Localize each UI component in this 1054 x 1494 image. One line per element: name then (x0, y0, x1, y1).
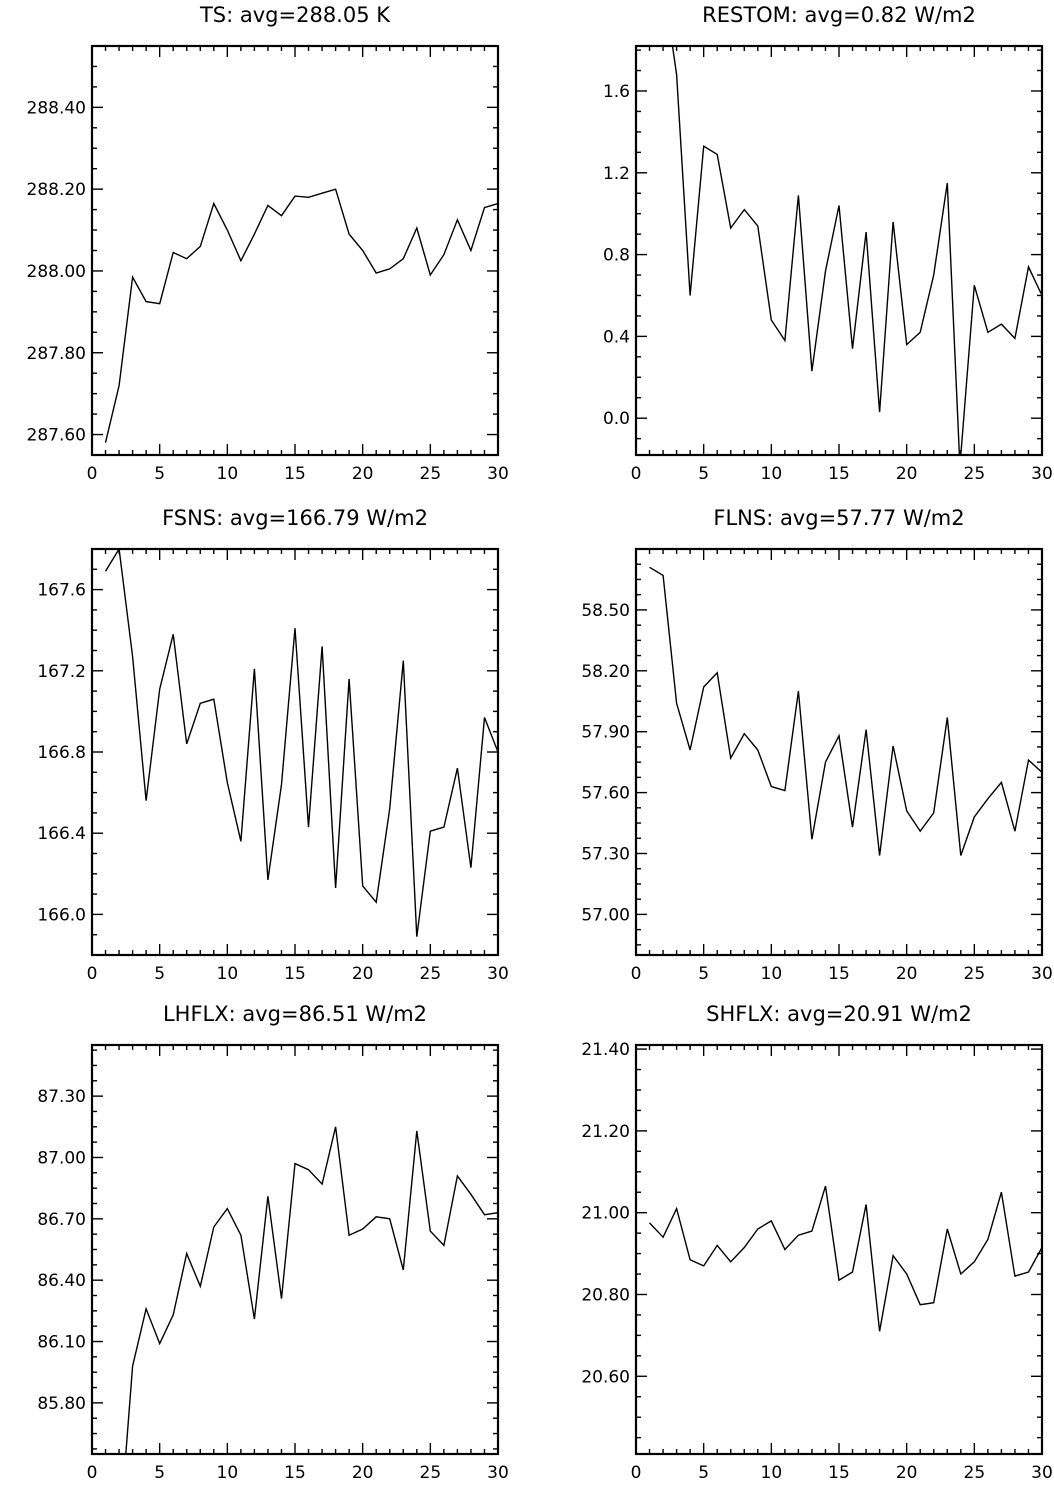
x-tick-label: 0 (631, 964, 642, 984)
x-tick-label: 10 (217, 464, 239, 484)
y-tick-label: 167.6 (37, 581, 86, 601)
y-tick-label: 86.70 (37, 1210, 86, 1230)
series-line (104, 549, 498, 937)
chart-title: RESTOM: avg=0.82 W/m2 (702, 3, 976, 27)
y-tick-label: 20.80 (581, 1285, 630, 1305)
y-tick-label: 21.40 (581, 1040, 630, 1060)
chart-title: SHFLX: avg=20.91 W/m2 (706, 1002, 972, 1026)
y-tick-label: 21.20 (581, 1122, 630, 1142)
y-tick-label: 288.00 (27, 262, 86, 282)
x-tick-label: 5 (698, 1463, 709, 1483)
y-tick-label: 57.90 (581, 723, 630, 743)
y-tick-label: 1.6 (603, 82, 630, 102)
y-tick-label: 167.2 (37, 662, 86, 682)
chart-title: TS: avg=288.05 K (199, 3, 391, 27)
y-tick-label: 86.10 (37, 1333, 86, 1353)
y-tick-label: 85.80 (37, 1394, 86, 1414)
x-tick-label: 0 (87, 964, 98, 984)
x-tick-label: 5 (698, 464, 709, 484)
x-tick-label: 30 (1031, 1463, 1053, 1483)
series-line (671, 46, 1042, 455)
y-tick-label: 287.80 (27, 344, 86, 364)
y-tick-label: 1.2 (603, 164, 630, 184)
y-tick-label: 166.4 (37, 824, 86, 844)
y-tick-label: 57.60 (581, 784, 630, 804)
plot-frame (90, 547, 500, 957)
x-tick-label: 25 (964, 464, 986, 484)
y-tick-label: 21.00 (581, 1204, 630, 1224)
y-tick-label: 57.00 (581, 905, 630, 925)
x-tick-label: 20 (352, 964, 374, 984)
y-tick-label: 166.0 (37, 905, 86, 925)
x-tick-label: 25 (964, 1463, 986, 1483)
x-tick-label: 25 (420, 1463, 442, 1483)
x-tick-label: 10 (761, 964, 783, 984)
y-tick-label: 0.4 (603, 327, 630, 347)
x-tick-label: 25 (964, 964, 986, 984)
x-tick-label: 5 (154, 964, 165, 984)
chart-panel-3: FLNS: avg=57.77 W/m2 0 5 10 15 20 25 30 57.00 57.… (581, 506, 1052, 984)
series-line (125, 1126, 498, 1454)
x-tick-label: 5 (698, 964, 709, 984)
x-tick-label: 0 (87, 464, 98, 484)
y-tick-label: 166.8 (37, 743, 86, 763)
chart-panel-2: FSNS: avg=166.79 W/m2 0 5 10 15 20 25 30 166.0 16… (37, 506, 508, 984)
x-tick-label: 0 (631, 1463, 642, 1483)
y-tick-label: 58.50 (581, 601, 630, 621)
y-tick-label: 0.0 (603, 409, 630, 429)
plot-frame (634, 547, 1044, 957)
x-tick-label: 25 (420, 464, 442, 484)
y-tick-label: 20.60 (581, 1367, 630, 1387)
x-tick-label: 0 (87, 1463, 98, 1483)
x-tick-label: 15 (284, 464, 306, 484)
x-tick-label: 25 (420, 964, 442, 984)
x-tick-label: 0 (631, 464, 642, 484)
chart-title: FLNS: avg=57.77 W/m2 (713, 506, 964, 530)
x-tick-label: 20 (352, 464, 374, 484)
x-tick-label: 15 (828, 464, 850, 484)
chart-panel-5: SHFLX: avg=20.91 W/m2 0 5 10 15 20 25 30 20.60 20… (581, 1002, 1052, 1483)
series-line (649, 566, 1042, 856)
chart-panel-1: RESTOM: avg=0.82 W/m2 0 5 10 15 20 25 30 0.0 0.4 0… (603, 3, 1053, 484)
series-line (648, 1185, 1042, 1332)
y-tick-label: 0.8 (603, 246, 630, 266)
plot-frame (90, 1043, 500, 1456)
y-tick-label: 288.20 (27, 180, 86, 200)
x-tick-label: 10 (217, 964, 239, 984)
x-tick-label: 15 (284, 964, 306, 984)
y-tick-label: 86.40 (37, 1271, 86, 1291)
x-tick-label: 15 (828, 964, 850, 984)
y-tick-label: 58.20 (581, 662, 630, 682)
x-tick-label: 20 (896, 1463, 918, 1483)
x-tick-label: 30 (487, 964, 509, 984)
chart-title: LHFLX: avg=86.51 W/m2 (163, 1002, 427, 1026)
series-line (104, 188, 498, 443)
x-tick-label: 20 (896, 964, 918, 984)
y-tick-label: 87.00 (37, 1148, 86, 1168)
x-tick-label: 30 (487, 1463, 509, 1483)
plot-frame (634, 44, 1044, 457)
x-tick-label: 10 (761, 464, 783, 484)
y-tick-label: 287.60 (27, 426, 86, 446)
plot-frame (90, 44, 500, 457)
chart-panel-4: LHFLX: avg=86.51 W/m2 0 5 10 15 20 25 30 85.80 86… (37, 1002, 508, 1483)
chart-title: FSNS: avg=166.79 W/m2 (162, 506, 428, 530)
x-tick-label: 30 (1031, 464, 1053, 484)
chart-panel-0: TS: avg=288.05 K 0 5 10 15 20 25 30 287.60 287.80… (27, 3, 509, 484)
y-tick-label: 87.30 (37, 1087, 86, 1107)
y-tick-label: 57.30 (581, 845, 630, 865)
x-tick-label: 30 (1031, 964, 1053, 984)
x-tick-label: 20 (896, 464, 918, 484)
x-tick-label: 15 (828, 1463, 850, 1483)
x-tick-label: 20 (352, 1463, 374, 1483)
x-tick-label: 15 (284, 1463, 306, 1483)
x-tick-label: 10 (761, 1463, 783, 1483)
x-tick-label: 10 (217, 1463, 239, 1483)
x-tick-label: 5 (154, 1463, 165, 1483)
y-tick-label: 288.40 (27, 98, 86, 118)
x-tick-label: 30 (487, 464, 509, 484)
x-tick-label: 5 (154, 464, 165, 484)
